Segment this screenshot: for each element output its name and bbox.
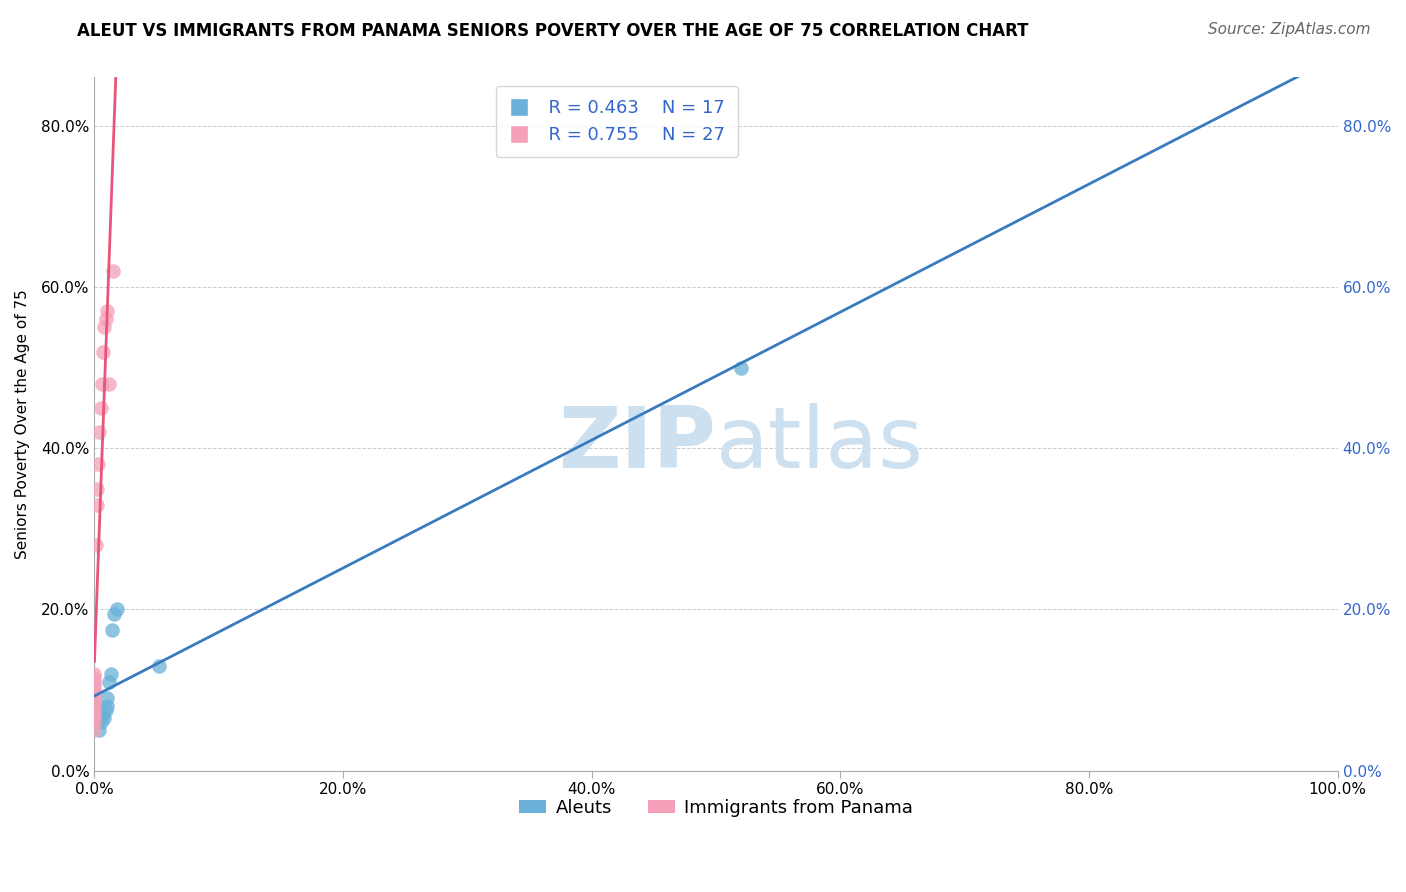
Point [90, 401, 112, 415]
Point [90, 376, 112, 391]
Point [83, 699, 105, 714]
Point [96, 691, 118, 706]
Point [105, 602, 128, 616]
Point [89, 723, 111, 738]
Point [83, 703, 105, 717]
Point [86, 498, 108, 512]
Point [83, 711, 105, 725]
Point [93, 320, 115, 334]
Point [101, 264, 124, 278]
Point [96, 304, 118, 318]
Point [90, 715, 112, 730]
Point [83, 667, 105, 681]
Y-axis label: Seniors Poverty Over the Age of 75: Seniors Poverty Over the Age of 75 [15, 289, 30, 559]
Point [83, 715, 105, 730]
Point [87, 458, 110, 472]
Point [100, 667, 122, 681]
Point [83, 675, 105, 690]
Point [83, 671, 105, 685]
Point [83, 715, 105, 730]
Point [83, 723, 105, 738]
Point [83, 707, 105, 722]
Point [91, 344, 114, 359]
Point [148, 659, 170, 673]
Point [84, 538, 107, 552]
Text: Source: ZipAtlas.com: Source: ZipAtlas.com [1208, 22, 1371, 37]
Point [94, 312, 117, 326]
Point [101, 623, 124, 637]
Text: ZIP: ZIP [558, 403, 716, 486]
Point [98, 675, 121, 690]
Point [83, 683, 105, 698]
Point [730, 360, 752, 375]
Point [89, 425, 111, 439]
Legend: Aleuts, Immigrants from Panama: Aleuts, Immigrants from Panama [512, 791, 920, 824]
Point [83, 695, 105, 709]
Text: ALEUT VS IMMIGRANTS FROM PANAMA SENIORS POVERTY OVER THE AGE OF 75 CORRELATION C: ALEUT VS IMMIGRANTS FROM PANAMA SENIORS … [77, 22, 1029, 40]
Point [96, 699, 118, 714]
Point [91, 707, 114, 722]
Point [83, 707, 105, 722]
Text: atlas: atlas [716, 403, 924, 486]
Point [83, 687, 105, 701]
Point [83, 679, 105, 693]
Point [93, 711, 115, 725]
Point [86, 482, 108, 496]
Point [103, 607, 125, 621]
Point [83, 699, 105, 714]
Point [98, 376, 121, 391]
Point [94, 703, 117, 717]
Point [83, 691, 105, 706]
